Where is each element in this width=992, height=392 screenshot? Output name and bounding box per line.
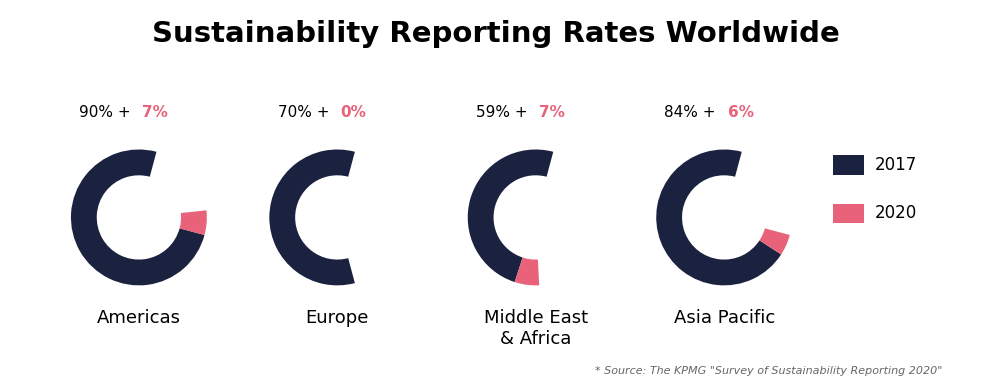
Wedge shape (515, 258, 540, 285)
Text: 7%: 7% (539, 105, 565, 120)
Text: 70% +: 70% + (278, 105, 334, 120)
Text: Asia Pacific: Asia Pacific (674, 309, 775, 327)
Text: 90% +: 90% + (79, 105, 136, 120)
Bar (833, 203, 864, 223)
Text: 2017: 2017 (875, 156, 918, 174)
Bar (833, 155, 864, 175)
Wedge shape (270, 149, 355, 285)
Text: Middle East
& Africa: Middle East & Africa (484, 309, 587, 348)
Text: Europe: Europe (306, 309, 369, 327)
Wedge shape (71, 149, 204, 285)
Text: * Source: The KPMG "Survey of Sustainability Reporting 2020": * Source: The KPMG "Survey of Sustainabi… (595, 366, 942, 376)
Wedge shape (760, 228, 790, 254)
Text: 2020: 2020 (875, 204, 918, 222)
Text: 6%: 6% (727, 105, 754, 120)
Text: 7%: 7% (142, 105, 169, 120)
Text: Sustainability Reporting Rates Worldwide: Sustainability Reporting Rates Worldwide (152, 20, 840, 47)
Wedge shape (657, 149, 781, 285)
Wedge shape (180, 211, 206, 235)
Text: Americas: Americas (97, 309, 181, 327)
Wedge shape (468, 149, 554, 282)
Text: 84% +: 84% + (665, 105, 721, 120)
Text: 59% +: 59% + (476, 105, 533, 120)
Text: 0%: 0% (340, 105, 367, 120)
